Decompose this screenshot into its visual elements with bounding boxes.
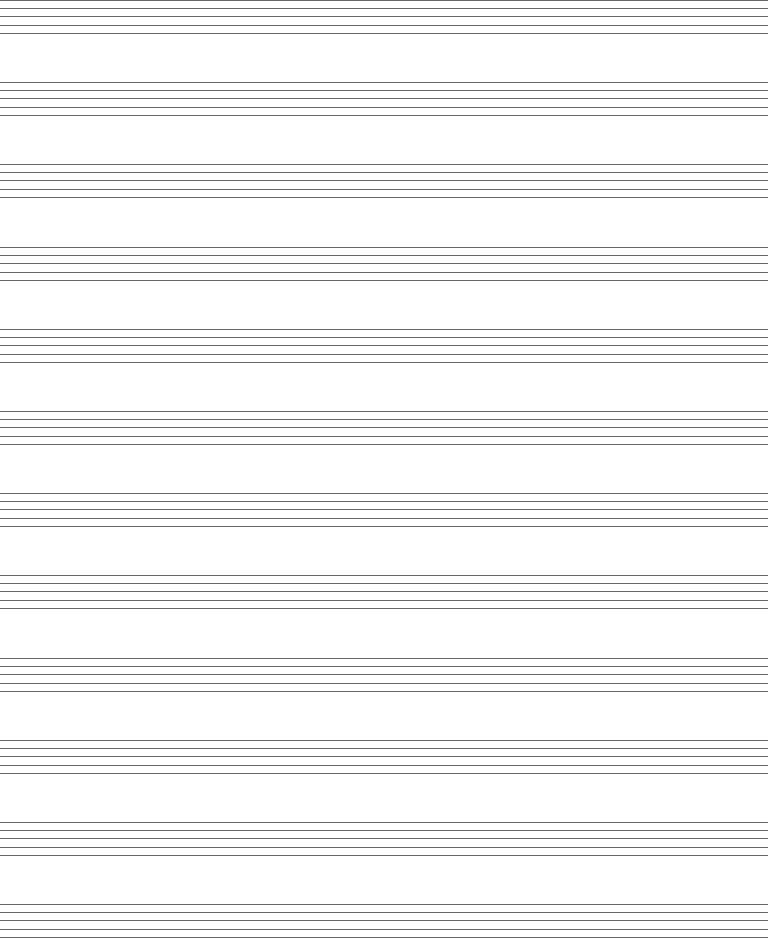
staff-line bbox=[0, 197, 768, 199]
staff-line bbox=[0, 755, 768, 757]
staff-line bbox=[0, 336, 768, 338]
staff-line bbox=[0, 493, 768, 495]
staff-line bbox=[0, 33, 768, 34]
staff-line bbox=[0, 254, 768, 256]
staff-line bbox=[0, 25, 768, 26]
staff-line bbox=[0, 690, 768, 692]
staff-line bbox=[0, 436, 768, 437]
staff-line bbox=[0, 912, 768, 914]
staff-line bbox=[0, 764, 768, 766]
staff-line bbox=[0, 929, 768, 931]
staff-line bbox=[0, 657, 768, 659]
staff-line bbox=[0, 920, 768, 922]
staff-line bbox=[0, 180, 768, 182]
staff-line bbox=[0, 937, 768, 939]
staff-line bbox=[0, 822, 768, 823]
staff-line bbox=[0, 575, 768, 577]
staff-line bbox=[0, 444, 768, 445]
staff-line bbox=[0, 419, 768, 420]
staff-line bbox=[0, 747, 768, 749]
staff-line bbox=[0, 427, 768, 428]
staff-line bbox=[0, 855, 768, 856]
staff-line bbox=[0, 344, 768, 346]
staff-line bbox=[0, 583, 768, 585]
staff-line bbox=[0, 164, 768, 166]
staff-line bbox=[0, 591, 768, 593]
staff-line bbox=[0, 82, 768, 84]
staff-line bbox=[0, 115, 768, 117]
staff-line bbox=[0, 172, 768, 174]
staff-line bbox=[0, 600, 768, 602]
staff-line bbox=[0, 107, 768, 109]
staff-line bbox=[0, 682, 768, 684]
staff-line bbox=[0, 353, 768, 355]
staff-line bbox=[0, 526, 768, 528]
staff-line bbox=[0, 847, 768, 848]
staff-line bbox=[0, 279, 768, 281]
staff-line bbox=[0, 509, 768, 511]
staff-line bbox=[0, 361, 768, 363]
staff-line bbox=[0, 739, 768, 741]
staff-line bbox=[0, 665, 768, 667]
staff-line bbox=[0, 90, 768, 92]
staff-line bbox=[0, 246, 768, 248]
staff-line bbox=[0, 189, 768, 191]
staff-line bbox=[0, 328, 768, 330]
staff-line bbox=[0, 904, 768, 906]
staff-line bbox=[0, 830, 768, 831]
staff-line bbox=[0, 772, 768, 774]
staff-line bbox=[0, 16, 768, 17]
staff-line bbox=[0, 501, 768, 503]
staff-line bbox=[0, 98, 768, 100]
staff-line bbox=[0, 262, 768, 264]
staff-line bbox=[0, 271, 768, 273]
staff-line bbox=[0, 608, 768, 610]
staff-line bbox=[0, 0, 768, 1]
staff-line bbox=[0, 411, 768, 412]
staff-line bbox=[0, 673, 768, 675]
staff-line bbox=[0, 8, 768, 9]
staff-line bbox=[0, 518, 768, 520]
staff-line bbox=[0, 838, 768, 839]
